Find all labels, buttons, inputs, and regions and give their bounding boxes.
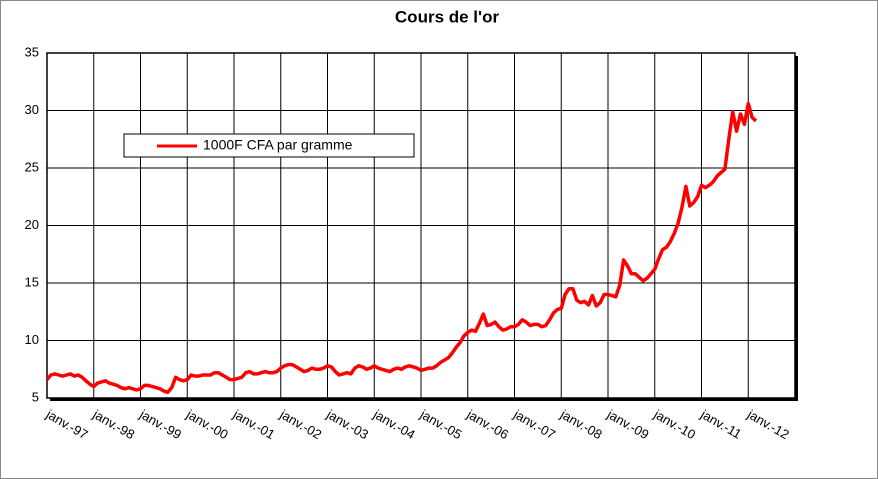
series-line: [45, 101, 758, 395]
y-tick-label: 5: [32, 389, 39, 404]
plot-frame: [46, 52, 796, 399]
y-tick-label: 10: [25, 332, 39, 347]
y-tick-label: 20: [25, 217, 39, 232]
y-tick-label: 25: [25, 159, 39, 174]
legend-box: [123, 133, 415, 158]
chart-title: Cours de l'or: [395, 7, 500, 26]
y-tick-label: 30: [25, 102, 39, 117]
legend-label: 1000F CFA par gramme: [203, 137, 353, 153]
y-tick-label: 15: [25, 274, 39, 289]
y-tick-label: 35: [25, 44, 39, 59]
